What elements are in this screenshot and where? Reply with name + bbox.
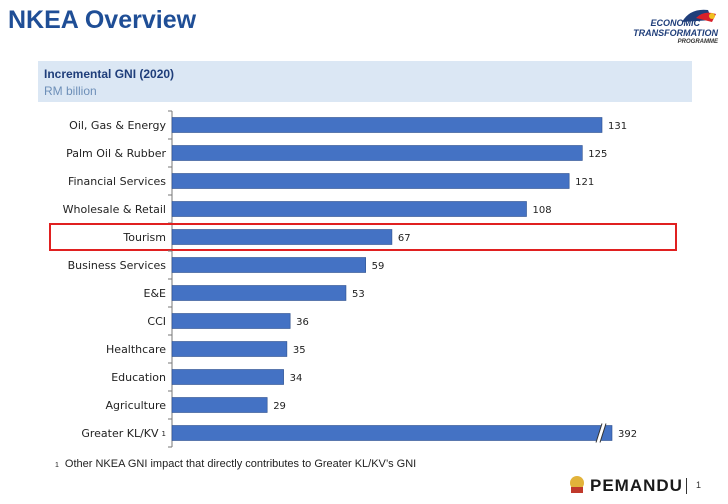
category-label: Palm Oil & Rubber: [66, 147, 166, 160]
category-label: Healthcare: [106, 343, 166, 356]
category-label: Tourism: [122, 231, 166, 244]
bar: [171, 229, 393, 245]
category-label: Wholesale & Retail: [63, 203, 166, 216]
value-label: 392: [618, 429, 637, 440]
bar: [171, 425, 613, 441]
axis-break-mark: [595, 423, 603, 443]
category-label: Business Services: [68, 259, 167, 272]
bar: [171, 341, 288, 357]
category-label: Oil, Gas & Energy: [69, 119, 166, 132]
category-label: CCI: [147, 315, 166, 328]
footer-divider: [686, 478, 687, 494]
footnote: 1 Other NKEA GNI impact that directly con…: [55, 458, 416, 470]
bar: [171, 257, 366, 273]
value-label: 53: [352, 289, 365, 300]
axis-break-gap: [596, 423, 606, 443]
category-label: Agriculture: [106, 399, 167, 412]
category-label: E&E: [144, 287, 167, 300]
footnote-marker: 1: [55, 462, 59, 469]
pemandu-logo: PEMANDU: [590, 476, 683, 495]
chart-unit: RM billion: [44, 84, 97, 98]
logo-line-2: TRANSFORMATION: [633, 28, 718, 38]
chart-title: Incremental GNI (2020): [44, 67, 175, 81]
chart-header: Incremental GNI (2020) RM billion: [38, 61, 692, 102]
bar: [171, 397, 268, 413]
etp-logo: ECONOMIC TRANSFORMATION PROGRAMME: [612, 4, 722, 58]
bar: [171, 145, 583, 161]
bar: [171, 173, 570, 189]
footnote-text: Other NKEA GNI impact that directly cont…: [64, 458, 417, 470]
value-label: 36: [296, 317, 309, 328]
value-label: 121: [575, 177, 594, 188]
crest-icon: [570, 476, 584, 493]
bar: [171, 369, 284, 385]
logo-emblem-icon: [682, 9, 716, 22]
bar-chart: Oil, Gas & Energy 131 Palm Oil & Rubber 125…: [49, 110, 677, 448]
category-label: Financial Services: [68, 175, 166, 188]
highlight-box: [49, 223, 677, 251]
value-label: 59: [372, 261, 385, 272]
value-label: 35: [293, 345, 306, 356]
bar: [171, 117, 603, 133]
logo-line-3: PROGRAMME: [677, 39, 718, 45]
value-label: 125: [588, 149, 607, 160]
category-label: Greater KL/KV 1: [81, 427, 166, 440]
page-number: 1: [696, 480, 702, 490]
bar: [171, 313, 291, 329]
value-label: 29: [273, 401, 286, 412]
category-superscript: 1: [162, 430, 166, 438]
logo-line-1: ECONOMIC: [650, 18, 701, 28]
bar: [171, 285, 347, 301]
category-label: Education: [111, 371, 166, 384]
value-label: 34: [290, 373, 303, 384]
value-label: 67: [398, 233, 411, 244]
value-label: 108: [533, 205, 552, 216]
bar: [171, 201, 527, 217]
page-title: NKEA Overview: [8, 6, 197, 34]
value-label: 131: [608, 121, 627, 132]
axis-break-mark: [599, 423, 607, 443]
